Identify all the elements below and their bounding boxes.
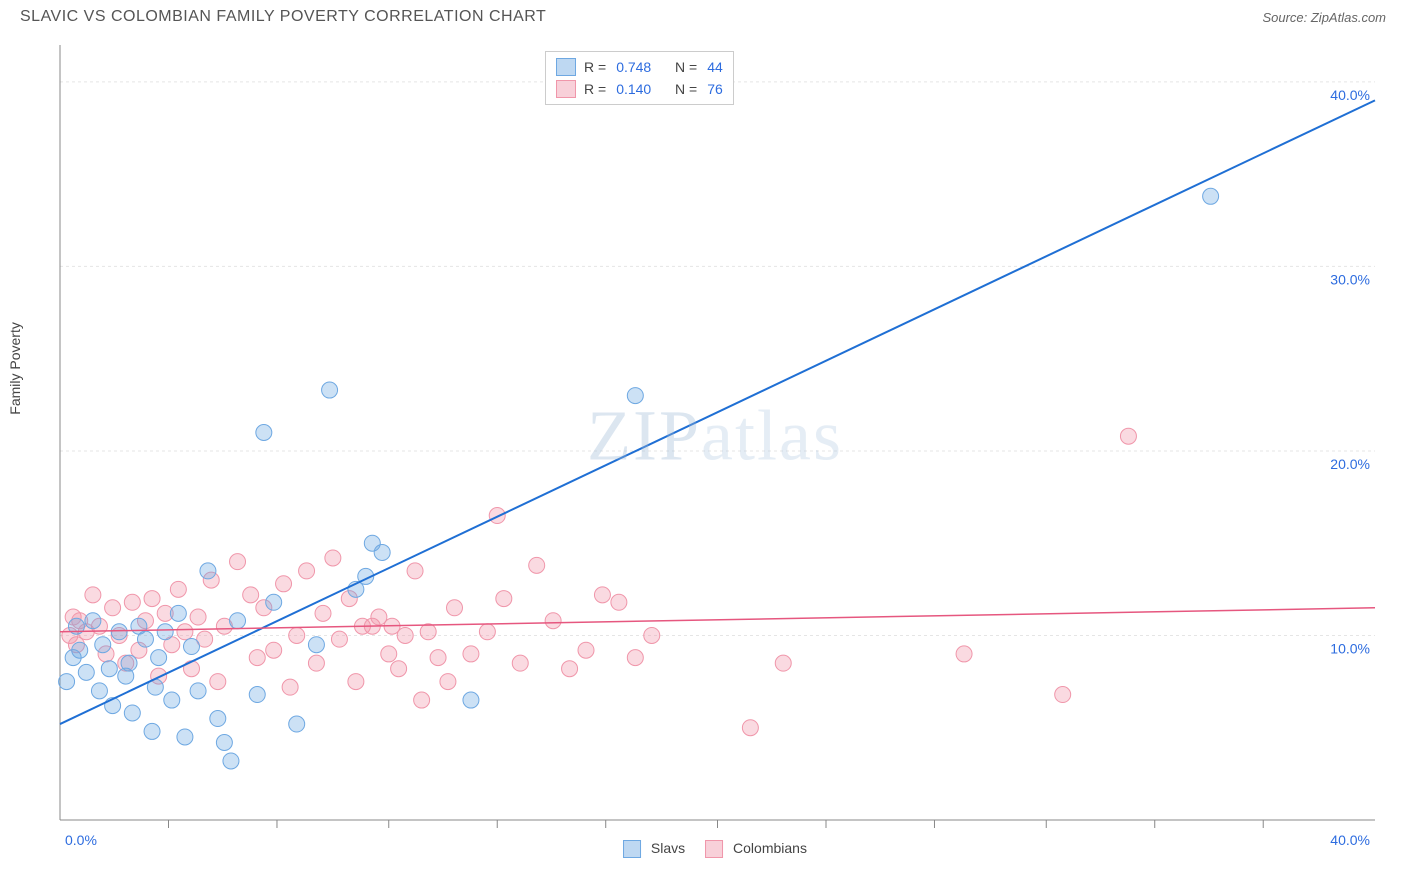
stats-legend-box: R = 0.748 N = 44 R = 0.140 N = 76 <box>545 51 734 105</box>
chart-title: SLAVIC VS COLOMBIAN FAMILY POVERTY CORRE… <box>20 8 546 26</box>
stats-row: R = 0.140 N = 76 <box>556 78 723 100</box>
stat-r-label: R = <box>584 81 606 97</box>
stat-r-label: R = <box>584 59 606 75</box>
legend-label: Colombians <box>733 840 807 856</box>
y-axis-label: Family Poverty <box>7 322 23 415</box>
swatch-icon <box>556 80 576 98</box>
svg-text:40.0%: 40.0% <box>1330 832 1370 848</box>
scatter-plot-svg: 10.0% 20.0% 30.0% 40.0% 0.0% 40.0% <box>45 45 1385 860</box>
stat-n-label: N = <box>675 59 697 75</box>
bottom-legend: Slavs Colombians <box>623 840 807 858</box>
stat-n-value: 76 <box>707 81 723 97</box>
swatch-icon <box>705 840 723 858</box>
chart-area: Family Poverty ZIPatlas 10.0%20.0%30.0%4… <box>45 45 1385 860</box>
stat-n-value: 44 <box>707 59 723 75</box>
stats-row: R = 0.748 N = 44 <box>556 56 723 78</box>
svg-text:0.0%: 0.0% <box>65 832 97 848</box>
swatch-icon <box>556 58 576 76</box>
svg-text:10.0%: 10.0% <box>1330 640 1370 656</box>
legend-item-slavs: Slavs <box>623 840 685 858</box>
stat-r-value: 0.140 <box>616 81 651 97</box>
svg-text:40.0%: 40.0% <box>1330 87 1370 103</box>
svg-text:30.0%: 30.0% <box>1330 271 1370 287</box>
legend-label: Slavs <box>651 840 685 856</box>
stat-r-value: 0.748 <box>616 59 651 75</box>
svg-text:20.0%: 20.0% <box>1330 456 1370 472</box>
stat-n-label: N = <box>675 81 697 97</box>
header: SLAVIC VS COLOMBIAN FAMILY POVERTY CORRE… <box>0 0 1406 26</box>
legend-item-colombians: Colombians <box>705 840 807 858</box>
source-label: Source: ZipAtlas.com <box>1262 10 1386 25</box>
swatch-icon <box>623 840 641 858</box>
